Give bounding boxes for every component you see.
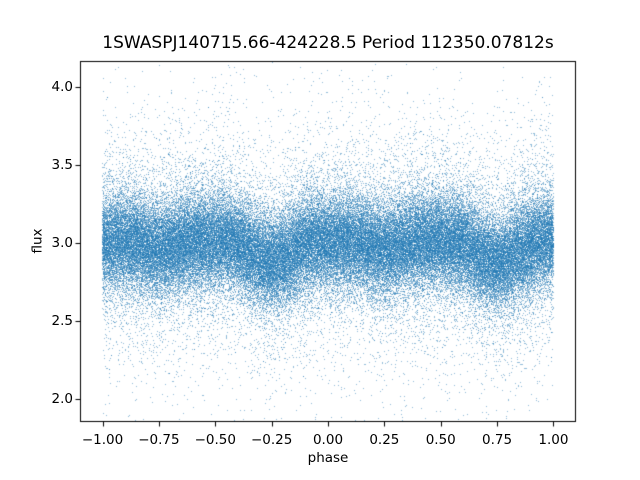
y-tick-label: 2.5 — [51, 312, 73, 329]
x-tick-label: −0.25 — [250, 432, 293, 448]
chart-title: 1SWASPJ140715.66-424228.5 Period 112350.… — [102, 33, 554, 53]
x-tick-label: 0.75 — [482, 432, 513, 448]
x-tick-label: −0.75 — [138, 432, 180, 448]
x-tick-label: 1.00 — [538, 432, 569, 448]
x-tick-label: −1.00 — [81, 432, 124, 448]
y-tick-label: 3.5 — [51, 157, 73, 174]
y-tick-label: 3.0 — [51, 235, 73, 252]
x-tick-label: 0.25 — [369, 432, 400, 448]
x-tick-label: 0.00 — [312, 432, 344, 448]
y-tick-label: 4.0 — [51, 79, 73, 96]
y-tick-label: 2.0 — [51, 390, 73, 407]
x-tick-label: 0.50 — [425, 432, 456, 448]
x-axis-label: phase — [307, 450, 349, 466]
x-tick-label: −0.50 — [194, 432, 236, 448]
